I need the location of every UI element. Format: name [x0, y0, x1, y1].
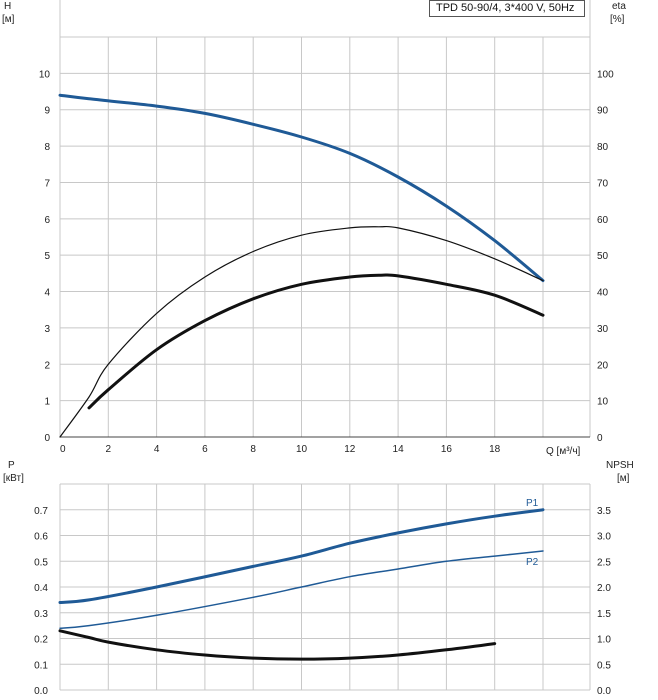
y-tick-left: 0.1 [34, 660, 48, 671]
y-tick-right: 1.0 [597, 635, 611, 646]
y-tick-right: 30 [597, 324, 609, 335]
y-tick-left: 3 [44, 324, 50, 335]
y-tick-left: 1 [44, 397, 50, 408]
y-tick-left: 4 [44, 288, 50, 299]
y-tick-left: 0.2 [34, 635, 48, 646]
y-tick-right: 0.5 [597, 660, 611, 671]
chart-title: TPD 50-90/4, 3*400 V, 50Hz [429, 0, 585, 17]
x-tick: 14 [393, 444, 405, 455]
bottom-series-1 [59, 550, 544, 629]
y-tick-right: 100 [597, 69, 614, 80]
bottom-right-axis-label: NPSH [606, 460, 634, 471]
y-tick-left: 7 [44, 178, 50, 189]
y-tick-right: 90 [597, 106, 609, 117]
y-tick-left: 0.4 [34, 583, 48, 594]
y-tick-left: 10 [39, 69, 51, 80]
y-tick-right: 0 [597, 433, 603, 444]
y-tick-right: 0.0 [597, 686, 611, 697]
y-tick-right: 1.5 [597, 609, 611, 620]
y-tick-right: 70 [597, 178, 609, 189]
y-tick-right: 2.0 [597, 583, 611, 594]
y-tick-left: 0.5 [34, 557, 48, 568]
bottom-left-axis-unit: [кВт] [3, 473, 24, 484]
y-tick-right: 20 [597, 360, 609, 371]
top-series-2 [87, 273, 545, 410]
y-tick-right: 50 [597, 251, 609, 262]
chart-labels: H [м] eta [%] Q [м³/ч] P [кВт] NPSH [м] … [2, 1, 634, 568]
bottom-series-0 [58, 508, 545, 604]
top-right-axis-label: eta [612, 1, 626, 12]
y-tick-left: 0.6 [34, 532, 48, 543]
bottom-right-axis-unit: [м] [617, 473, 630, 484]
x-axis-label: Q [м³/ч] [546, 446, 581, 457]
x-tick: 18 [489, 444, 501, 455]
y-tick-left: 0 [44, 433, 50, 444]
x-tick: 16 [441, 444, 453, 455]
x-tick: 6 [202, 444, 208, 455]
x-tick: 8 [250, 444, 256, 455]
x-tick: 2 [106, 444, 112, 455]
bottom-chart-grid: 0.0 0.1 0.2 0.3 0.4 0.5 0.6 0.7 0.0 0.5 1.0 1.5 2.0 2… [34, 483, 611, 697]
bottom-chart-curves [58, 508, 545, 661]
bottom-series-2 [58, 629, 497, 661]
top-right-axis-unit: [%] [610, 14, 625, 25]
x-tick: 10 [296, 444, 308, 455]
y-tick-right: 3.5 [597, 506, 611, 517]
y-tick-left: 0.7 [34, 506, 48, 517]
x-tick: 4 [154, 444, 160, 455]
y-tick-left: 6 [44, 215, 50, 226]
top-series-1 [59, 225, 544, 438]
y-tick-right: 2.5 [597, 557, 611, 568]
bottom-left-axis-label: P [8, 460, 15, 471]
top-left-axis-label: H [4, 1, 11, 12]
y-tick-left: 8 [44, 142, 50, 153]
y-tick-left: 0.3 [34, 609, 48, 620]
y-tick-right: 40 [597, 288, 609, 299]
y-tick-right: 80 [597, 142, 609, 153]
top-series-0 [58, 93, 545, 283]
y-tick-left: 0.0 [34, 686, 48, 697]
x-tick: 12 [344, 444, 356, 455]
y-tick-left: 5 [44, 251, 50, 262]
y-tick-right: 60 [597, 215, 609, 226]
x-tick: 0 [60, 444, 66, 455]
y-tick-left: 9 [44, 106, 50, 117]
legend-p1: P1 [526, 498, 539, 509]
top-left-axis-unit: [м] [2, 14, 15, 25]
legend-p2: P2 [526, 557, 539, 568]
y-tick-right: 3.0 [597, 532, 611, 543]
top-chart-curves [58, 93, 545, 438]
y-tick-right: 10 [597, 397, 609, 408]
y-tick-left: 2 [44, 360, 50, 371]
